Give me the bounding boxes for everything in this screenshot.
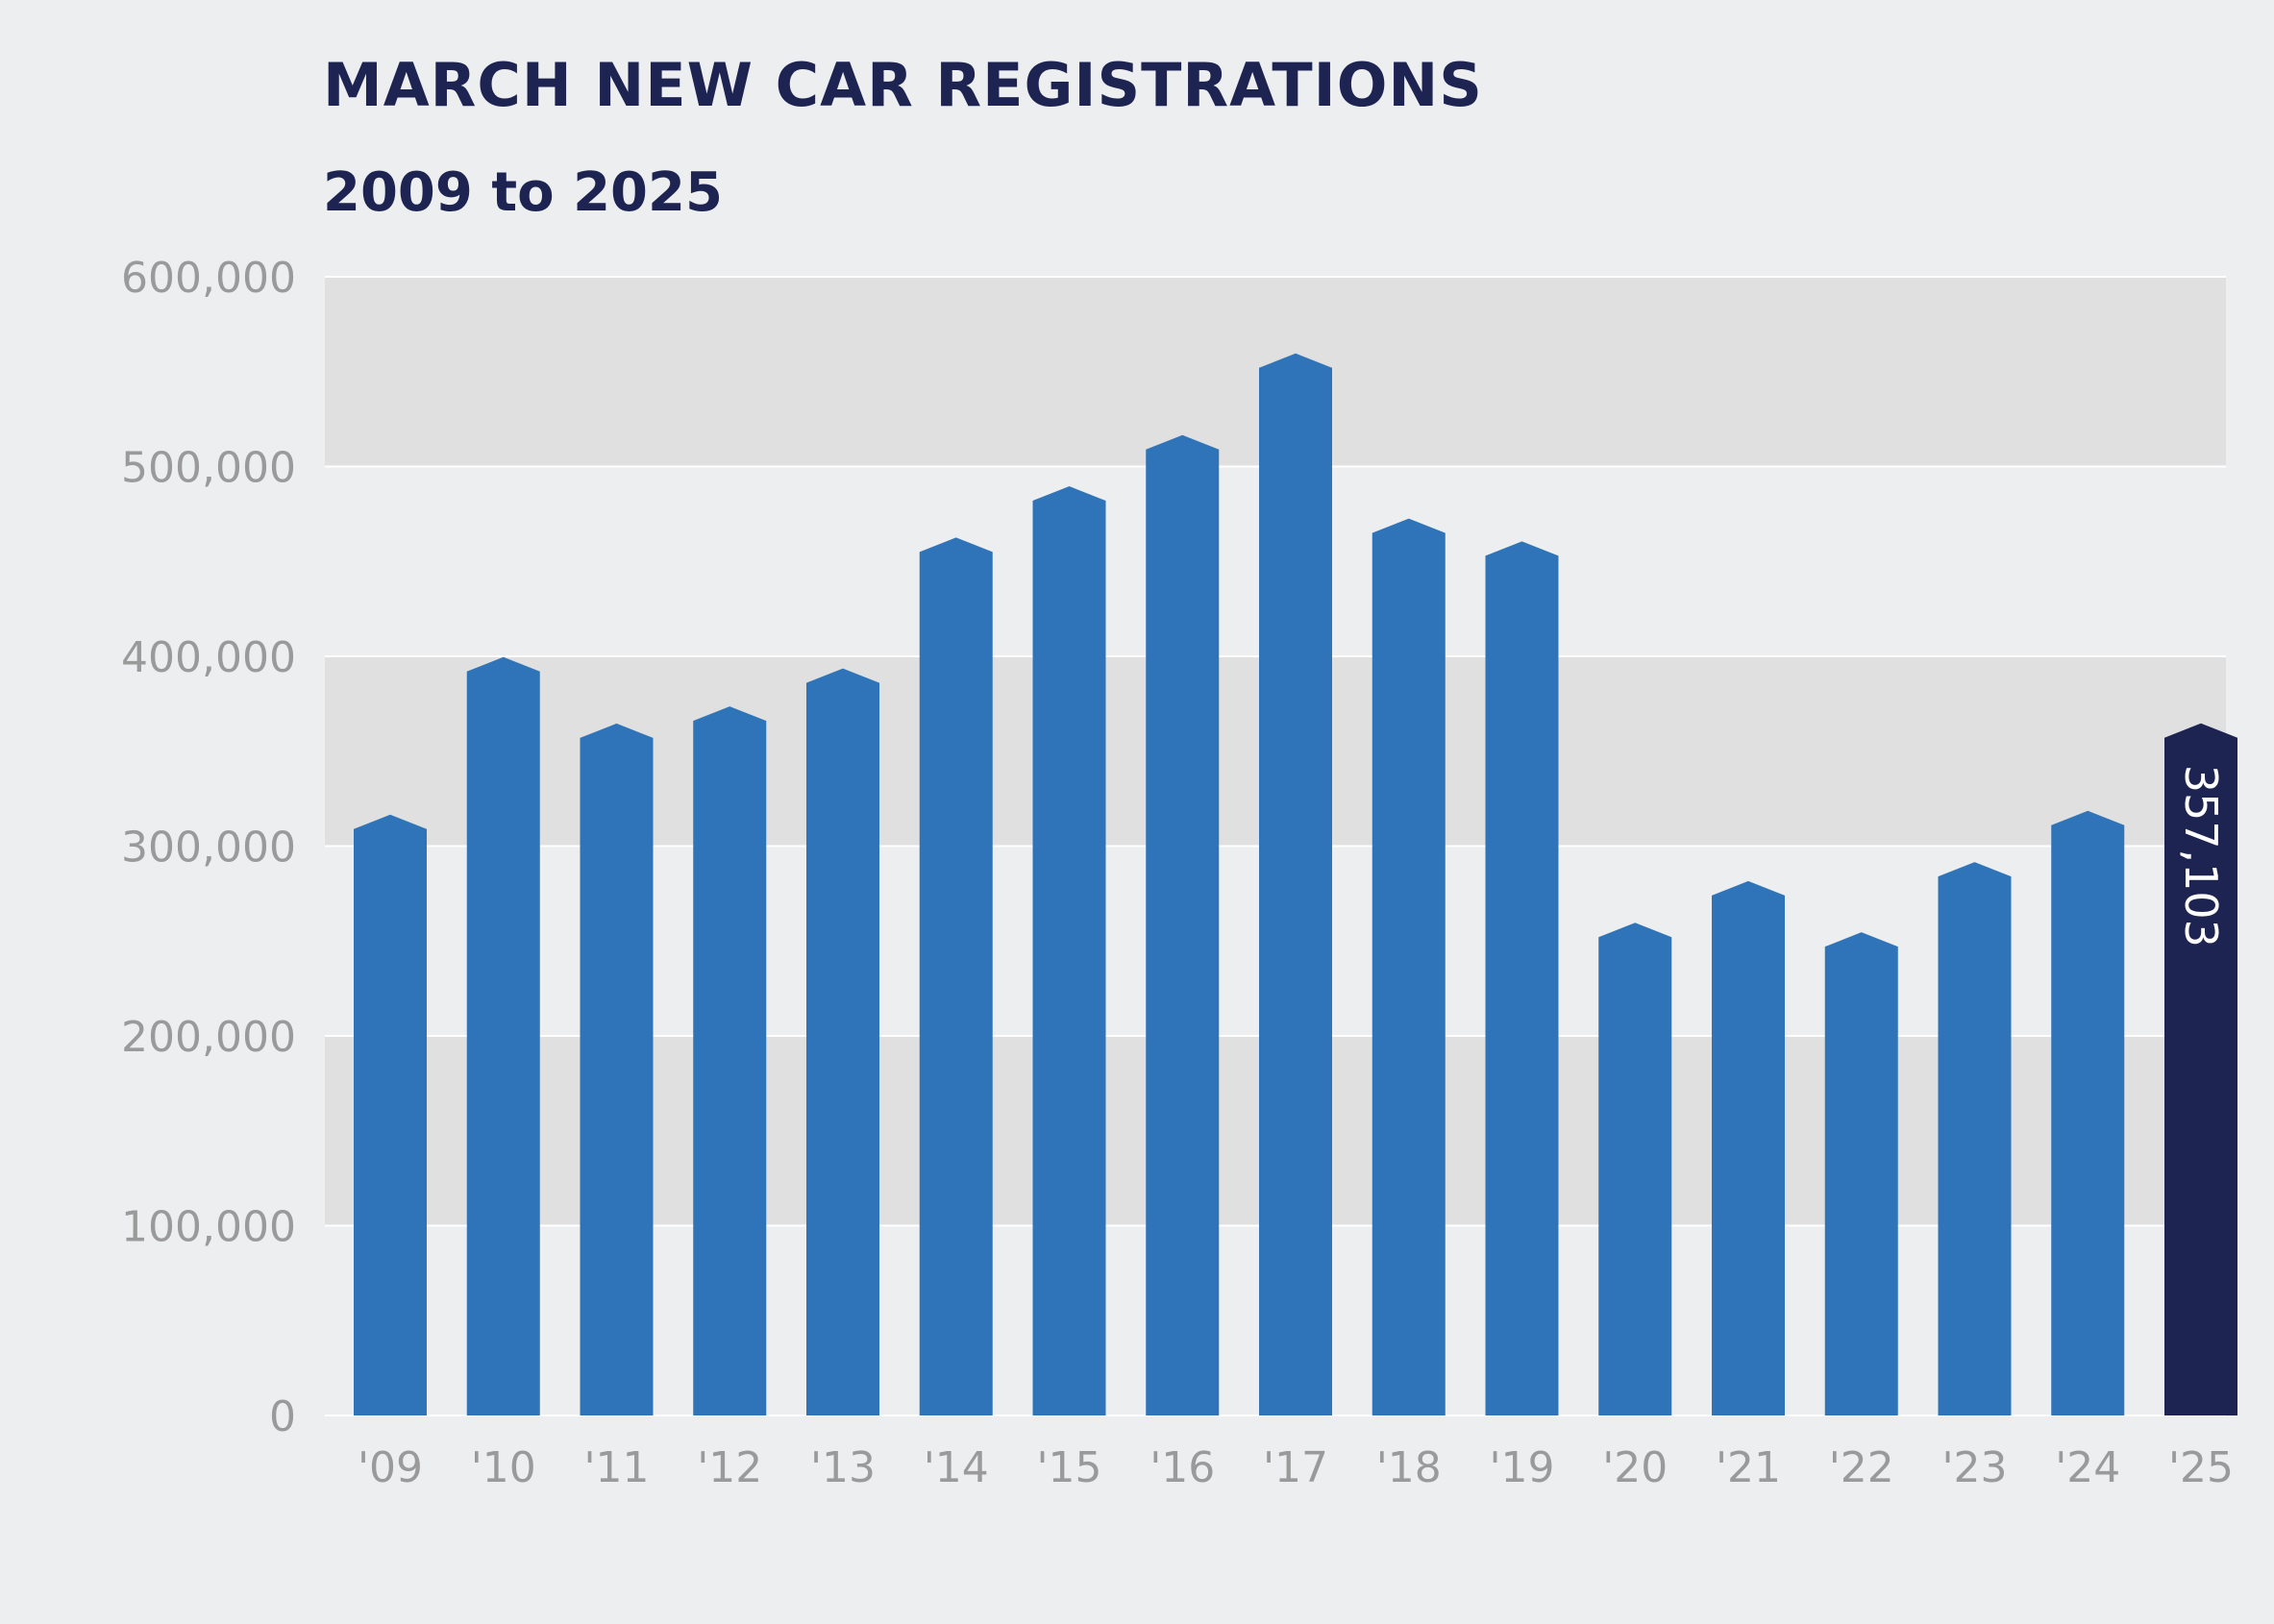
x-tick-label: '17 (1263, 1443, 1328, 1492)
bar-13 (806, 668, 879, 1415)
x-tick-label: '10 (471, 1443, 536, 1492)
chart-title: MARCH NEW CAR REGISTRATIONS (323, 50, 1483, 120)
x-tick-label: '22 (1829, 1443, 1894, 1492)
bar-22 (1824, 932, 1898, 1415)
bar-14 (919, 537, 993, 1415)
bar-19 (1485, 541, 1559, 1415)
y-tick-label: 100,000 (121, 1203, 296, 1252)
x-tick-label: '12 (697, 1443, 762, 1492)
y-tick-label: 200,000 (121, 1013, 296, 1062)
x-axis-ticks: '09 '10 '11 '12 '13 '14 '15 '16 '17 '18 '19 '20 '21 '… (358, 1443, 2234, 1492)
x-tick-label: '14 (924, 1443, 989, 1492)
data-label-25: 357,103 (2175, 765, 2227, 947)
bar-09 (354, 814, 427, 1415)
data-labels: 357,103 (2175, 765, 2227, 947)
x-tick-label: '11 (583, 1443, 649, 1492)
bar-20 (1598, 923, 1672, 1415)
x-tick-label: '24 (2055, 1443, 2120, 1492)
x-tick-label: '09 (358, 1443, 423, 1492)
bar-18 (1372, 518, 1446, 1415)
y-tick-label: 300,000 (121, 824, 296, 873)
bar-25 (2164, 723, 2237, 1415)
y-axis-ticks: 0 100,000 200,000 300,000 400,000 500,000 600,… (121, 254, 296, 1441)
y-tick-label: 600,000 (121, 254, 296, 303)
y-tick-label: 0 (269, 1392, 296, 1441)
x-tick-label: '21 (1716, 1443, 1781, 1492)
bar-21 (1712, 880, 1785, 1415)
x-tick-label: '13 (810, 1443, 876, 1492)
x-tick-label: '15 (1036, 1443, 1101, 1492)
bar-23 (1938, 862, 2012, 1415)
bar-12 (693, 706, 767, 1415)
bar-15 (1032, 486, 1106, 1415)
bar-11 (580, 723, 654, 1415)
chart-subtitle: 2009 to 2025 (323, 161, 723, 224)
bar-16 (1146, 434, 1220, 1416)
y-tick-label: 500,000 (121, 444, 296, 493)
x-tick-label: '19 (1489, 1443, 1554, 1492)
bars (354, 353, 2237, 1416)
x-tick-label: '18 (1376, 1443, 1442, 1492)
y-tick-label: 400,000 (121, 633, 296, 682)
x-tick-label: '16 (1149, 1443, 1215, 1492)
bar-24 (2051, 810, 2125, 1415)
bar-10 (466, 656, 540, 1415)
x-tick-label: '23 (1941, 1443, 2007, 1492)
bar-17 (1259, 353, 1332, 1415)
x-tick-label: '25 (2168, 1443, 2234, 1492)
x-tick-label: '20 (1602, 1443, 1668, 1492)
